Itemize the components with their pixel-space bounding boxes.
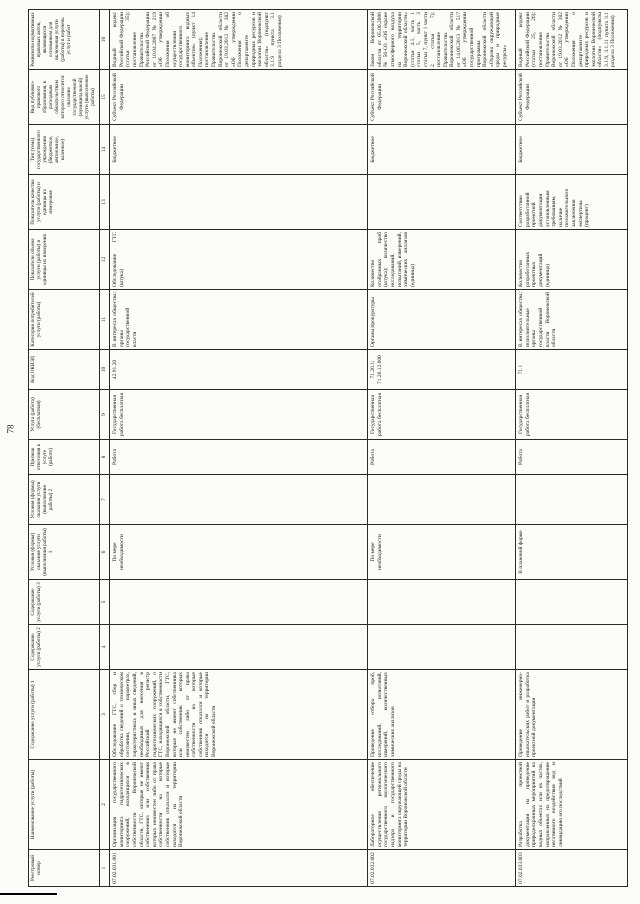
- table-cell: Обследование ГТС, сбор и обработка сведе…: [109, 669, 368, 760]
- table-cell: [515, 624, 628, 670]
- table-cell: Государственная работа бесплатная: [109, 389, 368, 440]
- table-cell: [109, 579, 368, 625]
- column-number-cell: 8: [99, 439, 110, 475]
- page-number: 78: [5, 424, 16, 434]
- table-header: Реестровый номер Наименование услуги (раб…: [28, 9, 110, 887]
- column-number-cell: 9: [99, 389, 110, 440]
- column-number-cell: 4: [99, 624, 110, 670]
- table-cell: Проведение отбора проб, исследований, ис…: [367, 669, 516, 760]
- header-cell: Услуга (работа) (бесплатная): [28, 389, 100, 440]
- table-cell: [515, 474, 628, 525]
- table-cell: Разработка проектной документации на про…: [515, 759, 628, 850]
- table-cell: Количество отобранных проб (штука); коли…: [367, 229, 516, 290]
- header-cell: Содержание услуги (работы) 3: [28, 579, 100, 625]
- column-number-cell: 11: [99, 289, 110, 350]
- header-cell: Показатели объема услуги (работы) и един…: [28, 229, 100, 290]
- table-cell: Организация государственного мониторинга…: [109, 759, 368, 850]
- table-cell: В плановой форме: [515, 524, 628, 580]
- column-number-cell: 16: [99, 9, 110, 70]
- column-number-cell: 7: [99, 474, 110, 525]
- table-cell: [367, 624, 516, 670]
- column-number-cell: 1: [99, 849, 110, 887]
- table-cell: Бюджетное: [109, 124, 368, 175]
- table-cell: [515, 579, 628, 625]
- table-cell: В интересах общества; органы государстве…: [109, 289, 368, 350]
- header-cell: Наименование услуги (работы): [28, 759, 100, 850]
- header-cell: Признак отнесения к услуге (работе): [28, 439, 100, 475]
- table-cell: Бюджетное: [367, 124, 516, 175]
- column-number-cell: 2: [99, 759, 110, 850]
- table-cell: 07.02.031.001: [109, 849, 368, 887]
- table-cell: [367, 174, 516, 230]
- table-cell: По мере необходимости: [367, 524, 516, 580]
- table-cell: [367, 579, 516, 625]
- column-number-cell: 6: [99, 524, 110, 580]
- table-cell: Водный кодекс Российской Федерации (стат…: [515, 9, 628, 70]
- table-cell: Лабораторное обеспечение осуществления р…: [367, 759, 516, 850]
- table-cell: 71.20.1; 71.20.12.000: [367, 349, 516, 390]
- table-row: 07.02.031.001 Организация государственног…: [109, 9, 368, 887]
- table-cell: [109, 624, 368, 670]
- table-cell: [109, 174, 368, 230]
- table-row: 07.02.032.002 Лабораторное обеспечение ос…: [367, 9, 516, 887]
- table-cell: Соответствие разработанной проектной док…: [515, 174, 628, 230]
- table-cell: 07.02.033.003: [515, 849, 628, 887]
- table-cell: Субъект Российской Федерации: [515, 69, 628, 125]
- column-number-cell: 10: [99, 349, 110, 390]
- table-cell: Работа: [367, 439, 516, 475]
- column-number-cell: 3: [99, 669, 110, 760]
- table-cell: 42.91.20: [109, 349, 368, 390]
- header-cell: Код ОКВЭД: [28, 349, 100, 390]
- table-cell: Обследование ГТС (штука): [109, 229, 368, 290]
- table-cell: Государственная работа бесплатная: [367, 389, 516, 440]
- column-number-cell: 14: [99, 124, 110, 175]
- table-cell: [109, 474, 368, 525]
- table-cell: Субъект Российской Федерации: [109, 69, 368, 125]
- column-number-cell: 5: [99, 579, 110, 625]
- table-cell: Работа: [515, 439, 628, 475]
- table-cell: 07.02.032.002: [367, 849, 516, 887]
- table-cell: Государственная работа бесплатная: [515, 389, 628, 440]
- column-number-cell: 15: [99, 69, 110, 125]
- table-cell: По мере необходимости: [109, 524, 368, 580]
- header-cell: Реквизиты нормативных правовых актов, яв…: [28, 9, 100, 70]
- rotated-table-inner: Реестровый номер Наименование услуги (раб…: [28, 9, 628, 887]
- header-row: Реестровый номер Наименование услуги (раб…: [28, 9, 100, 887]
- table-cell: Закон Воронежской области от 05.06.2006 …: [367, 9, 516, 70]
- table-cell: В интересах общества; исполнительные орг…: [515, 289, 628, 350]
- table-cell: 71.1: [515, 349, 628, 390]
- column-number-cell: 13: [99, 174, 110, 230]
- header-cell: Условия (формы) оказания услуги (выполне…: [28, 474, 100, 525]
- header-cell: Реестровый номер: [28, 849, 100, 887]
- rotated-table-area: Реестровый номер Наименование услуги (раб…: [28, 9, 628, 887]
- table-row: 07.02.033.003 Разработка проектной докуме…: [515, 9, 628, 887]
- header-cell: Условия (формы) оказания услуги (выполне…: [28, 524, 100, 580]
- header-cell: Содержание услуги (работы) 1: [28, 669, 100, 760]
- table-cell: Субъект Российской Федерации: [367, 69, 516, 125]
- table-cell: Проведение инженерно-изыскательских рабо…: [515, 669, 628, 760]
- state-services-registry-table: Реестровый номер Наименование услуги (раб…: [28, 9, 628, 887]
- column-number-row: 1 2 3 4 5 6 7 8 9 10 11 12 13 14 15 16: [99, 9, 110, 887]
- header-cell: Содержание услуги (работы) 2: [28, 624, 100, 670]
- table-body: 07.02.031.001 Организация государственног…: [109, 9, 628, 887]
- header-cell: Категории потребителей услуги (работы): [28, 289, 100, 350]
- header-cell: Вид публично-правового образования, к ра…: [28, 69, 100, 125]
- footnote-rule: [0, 893, 57, 895]
- column-number-cell: 12: [99, 229, 110, 290]
- table-cell: Количество разработанных проектных докум…: [515, 229, 628, 290]
- header-cell: Тип (тема) государственного учреждения (…: [28, 124, 100, 175]
- table-cell: Бюджетное: [515, 124, 628, 175]
- table-cell: Водный кодекс Российской Федерации (стат…: [109, 9, 368, 70]
- table-cell: Работа: [109, 439, 368, 475]
- header-cell: Показатели качества услуги (работы) и ед…: [28, 174, 100, 230]
- table-cell: [367, 474, 516, 525]
- table-cell: Органы прокуратуры: [367, 289, 516, 350]
